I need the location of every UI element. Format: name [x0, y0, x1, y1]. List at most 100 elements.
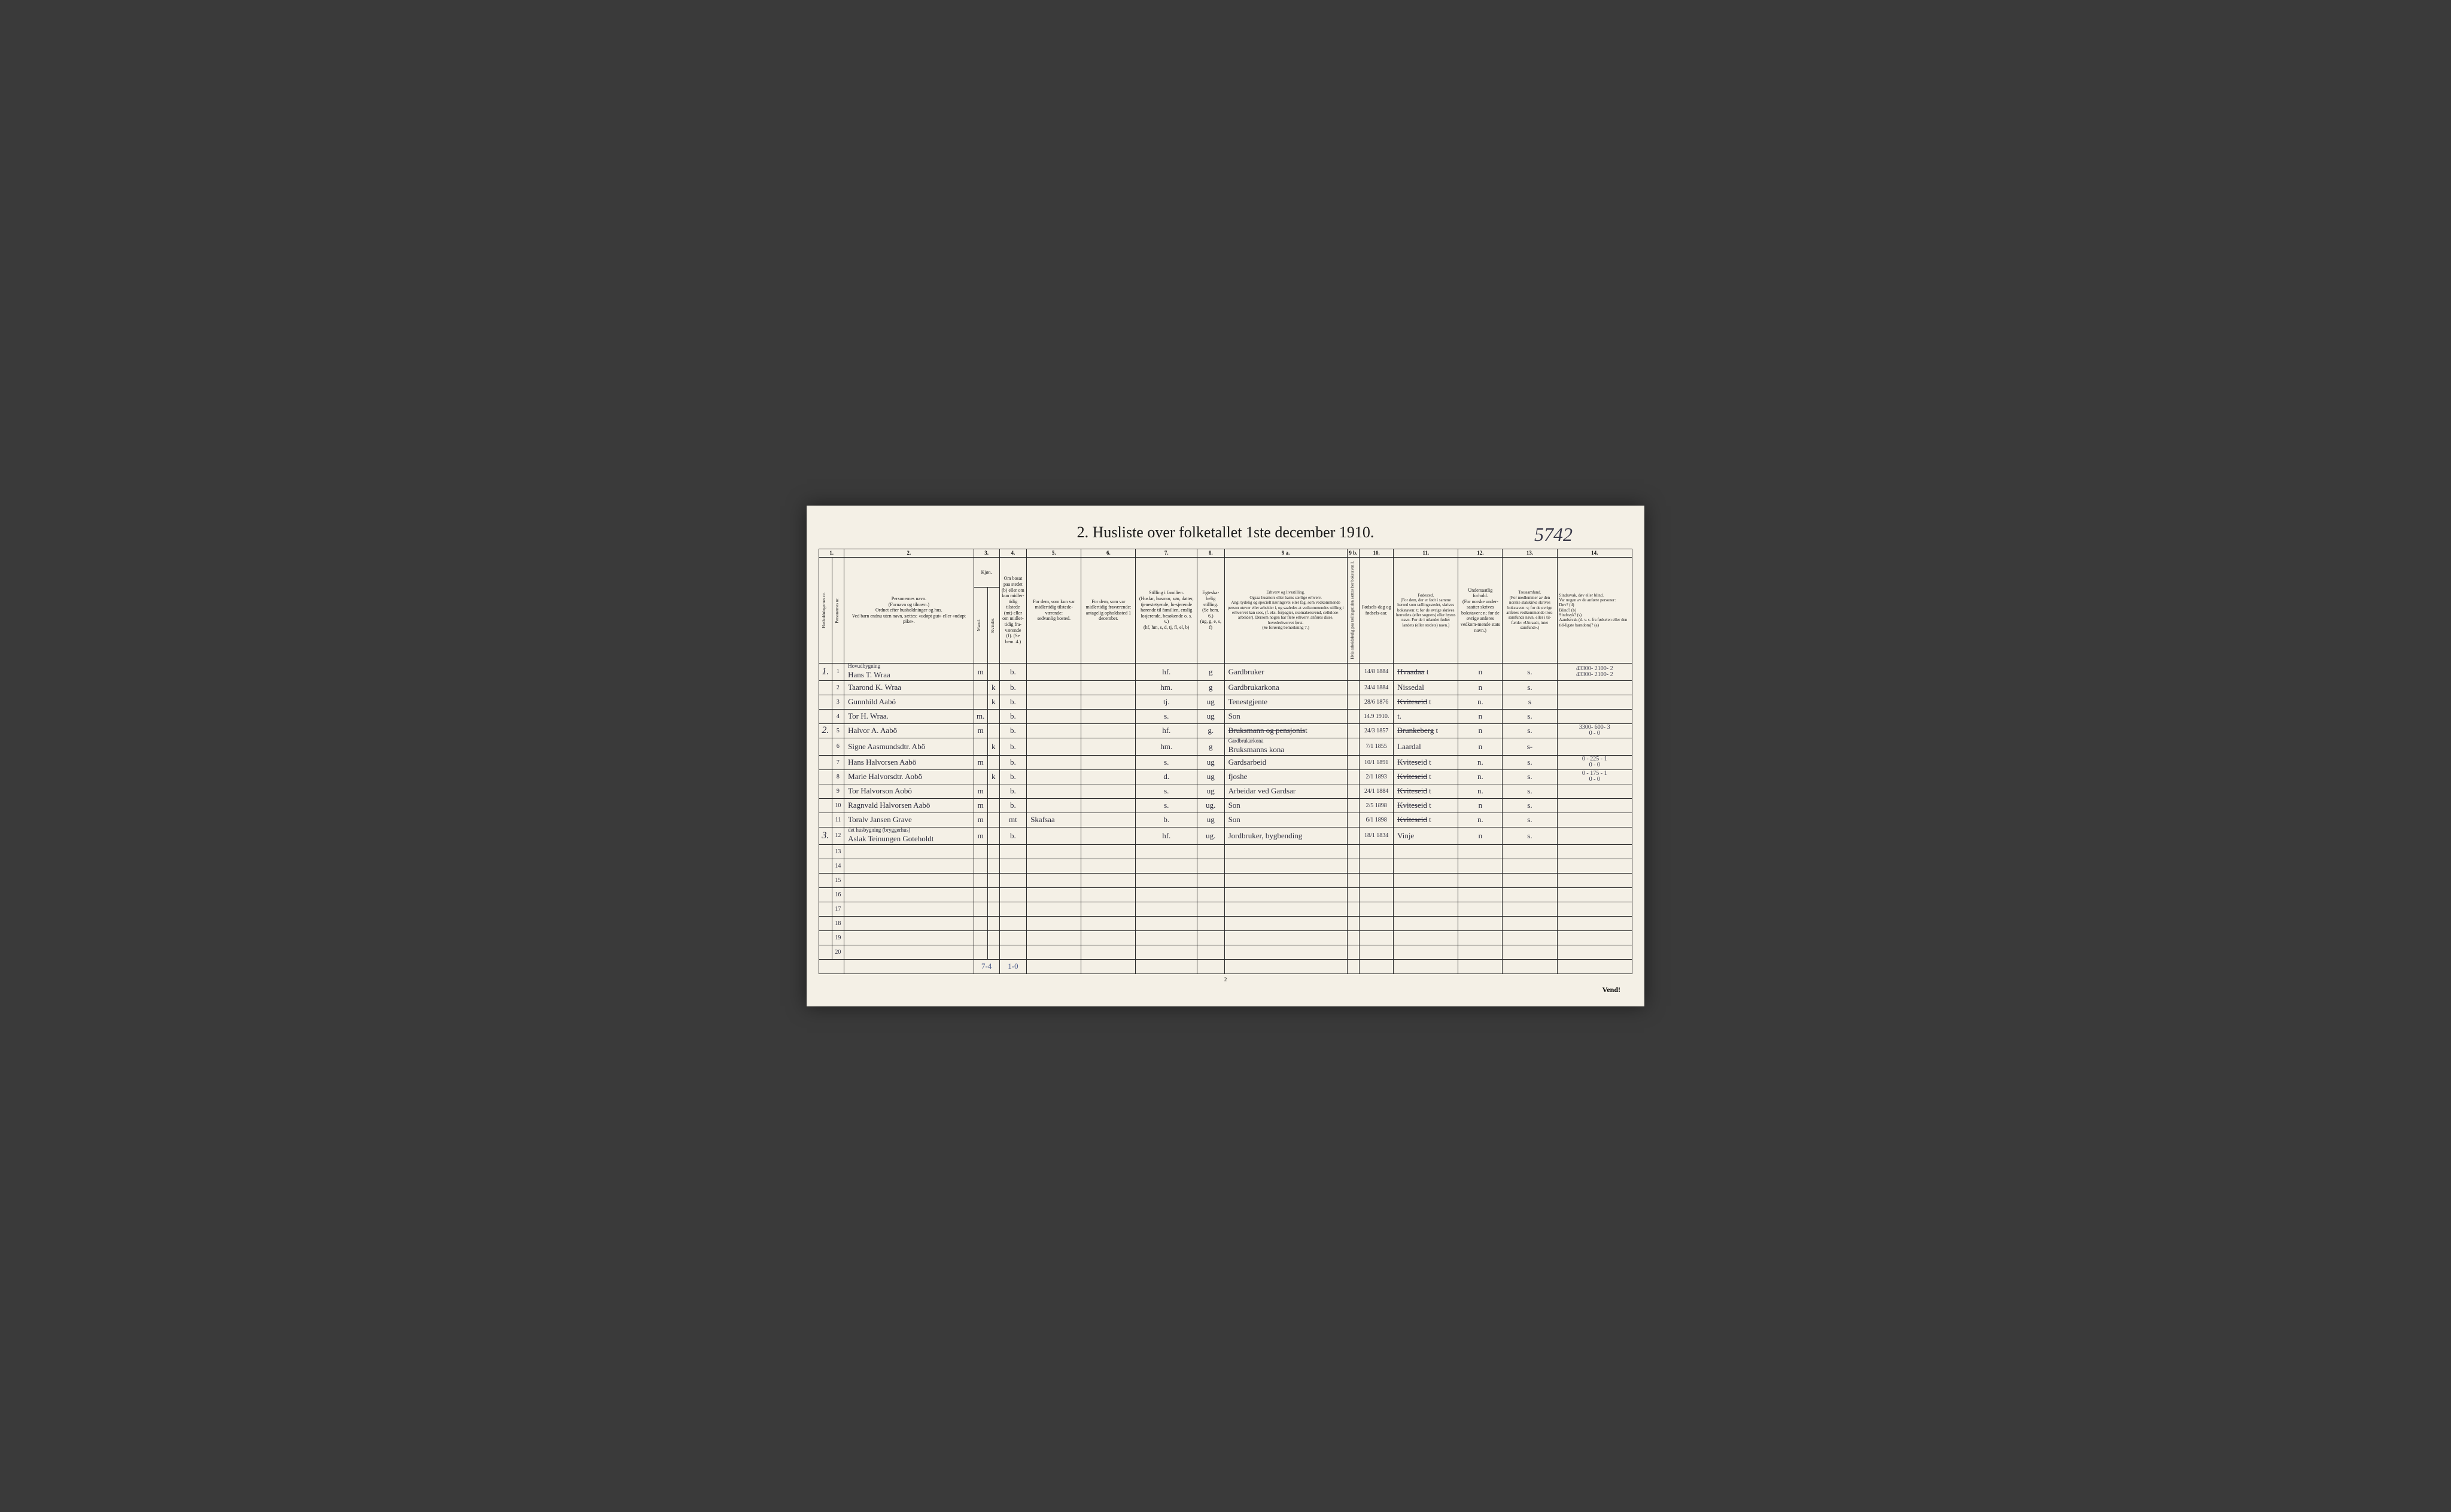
sex-male: m	[974, 663, 987, 680]
person-number: 16	[832, 887, 844, 902]
household-number	[819, 873, 832, 887]
hdr-name: Personernes navn. (Fornavn og tilnavn.) …	[844, 558, 974, 664]
disability-note	[1557, 916, 1632, 930]
religion: s.	[1503, 798, 1557, 813]
unemployed	[1347, 723, 1360, 738]
disability-note	[1557, 902, 1632, 916]
sex-female	[987, 844, 999, 859]
person-number: 6	[832, 738, 844, 755]
nationality: n.	[1458, 755, 1503, 769]
whereabouts	[1081, 916, 1136, 930]
nationality: n.	[1458, 695, 1503, 709]
hdr-nationality: Undersaatlig forhold. (For norske under-…	[1458, 558, 1503, 664]
family-position	[1136, 844, 1197, 859]
household-number	[819, 813, 832, 827]
person-number: 3	[832, 695, 844, 709]
religion	[1503, 945, 1557, 959]
family-position	[1136, 859, 1197, 873]
table-row: 17	[819, 902, 1632, 916]
table-row: 7Hans Halvorsen Aabömb.s.ugGardsarbeid10…	[819, 755, 1632, 769]
col-num: 10.	[1360, 549, 1394, 558]
family-position	[1136, 873, 1197, 887]
marital-status: ug	[1197, 695, 1225, 709]
person-name: Halvor A. Aabö	[844, 723, 974, 738]
marital-status	[1197, 873, 1225, 887]
birthplace: Nissedal	[1394, 680, 1458, 695]
household-number	[819, 784, 832, 798]
disability-note	[1557, 930, 1632, 945]
col-num: 7.	[1136, 549, 1197, 558]
birthplace	[1394, 844, 1458, 859]
nationality: n.	[1458, 813, 1503, 827]
table-row: 9Tor Halvorson Aobömb.s.ugArbeidar ved G…	[819, 784, 1632, 798]
family-position: hm.	[1136, 738, 1197, 755]
nationality: n.	[1458, 784, 1503, 798]
birthplace	[1394, 902, 1458, 916]
person-number: 1	[832, 663, 844, 680]
disability-note	[1557, 784, 1632, 798]
sex-male	[974, 695, 987, 709]
whereabouts	[1081, 945, 1136, 959]
religion	[1503, 873, 1557, 887]
sex-male: m	[974, 827, 987, 844]
unemployed	[1347, 930, 1360, 945]
census-table: 1. 2. 3. 4. 5. 6. 7. 8. 9 a. 9 b. 10. 11…	[819, 549, 1632, 974]
whereabouts	[1081, 844, 1136, 859]
person-number: 11	[832, 813, 844, 827]
birthplace: Kviteseid t	[1394, 695, 1458, 709]
unemployed	[1347, 784, 1360, 798]
col-num: 5.	[1027, 549, 1081, 558]
birthplace: Hvaadaa t	[1394, 663, 1458, 680]
birth-date	[1360, 873, 1394, 887]
religion: s.	[1503, 663, 1557, 680]
disability-note: 43300- 2100- 2 43300- 2100- 2	[1557, 663, 1632, 680]
person-name	[844, 945, 974, 959]
whereabouts	[1081, 873, 1136, 887]
sex-male: m.	[974, 709, 987, 723]
hdr-occupation: Erhverv og livsstilling. Ogsaa husmors e…	[1224, 558, 1347, 664]
marital-status: ug	[1197, 755, 1225, 769]
disability-note: 0 - 225 - 1 0 - 0	[1557, 755, 1632, 769]
marital-status: g	[1197, 680, 1225, 695]
religion	[1503, 902, 1557, 916]
person-number: 18	[832, 916, 844, 930]
whereabouts	[1081, 784, 1136, 798]
hdr-family-pos: Stilling i familien. (Husfar, husmor, sø…	[1136, 558, 1197, 664]
vend-label: Vend!	[1602, 985, 1620, 994]
religion	[1503, 859, 1557, 873]
usual-residence	[1027, 827, 1081, 844]
usual-residence	[1027, 916, 1081, 930]
birth-date	[1360, 916, 1394, 930]
whereabouts	[1081, 798, 1136, 813]
birth-date: 18/1 1834	[1360, 827, 1394, 844]
religion	[1503, 844, 1557, 859]
unemployed	[1347, 709, 1360, 723]
occupation: Son	[1224, 813, 1347, 827]
household-number	[819, 755, 832, 769]
sex-female	[987, 663, 999, 680]
residence-status: b.	[999, 784, 1027, 798]
unemployed	[1347, 738, 1360, 755]
unemployed	[1347, 695, 1360, 709]
residence-status: b.	[999, 738, 1027, 755]
disability-note	[1557, 709, 1632, 723]
nationality	[1458, 930, 1503, 945]
household-number	[819, 695, 832, 709]
sex-male: m	[974, 798, 987, 813]
sex-female	[987, 902, 999, 916]
usual-residence	[1027, 945, 1081, 959]
hdr-birthdate: Fødsels-dag og fødsels-aar.	[1360, 558, 1394, 664]
col-num: 12.	[1458, 549, 1503, 558]
usual-residence: Skafsaa	[1027, 813, 1081, 827]
marital-status: ug	[1197, 709, 1225, 723]
hdr-male: Mænd.	[976, 617, 982, 634]
hdr-marital: Egteska-belig stilling. (Se bem. 6.) (ug…	[1197, 558, 1225, 664]
col-num: 13.	[1503, 549, 1557, 558]
residence-status	[999, 844, 1027, 859]
person-name: Signe Aasmundsdtr. Abö	[844, 738, 974, 755]
usual-residence	[1027, 873, 1081, 887]
person-name	[844, 844, 974, 859]
sex-male	[974, 873, 987, 887]
person-number: 8	[832, 769, 844, 784]
page-title: 2. Husliste over folketallet 1ste decemb…	[819, 524, 1632, 541]
